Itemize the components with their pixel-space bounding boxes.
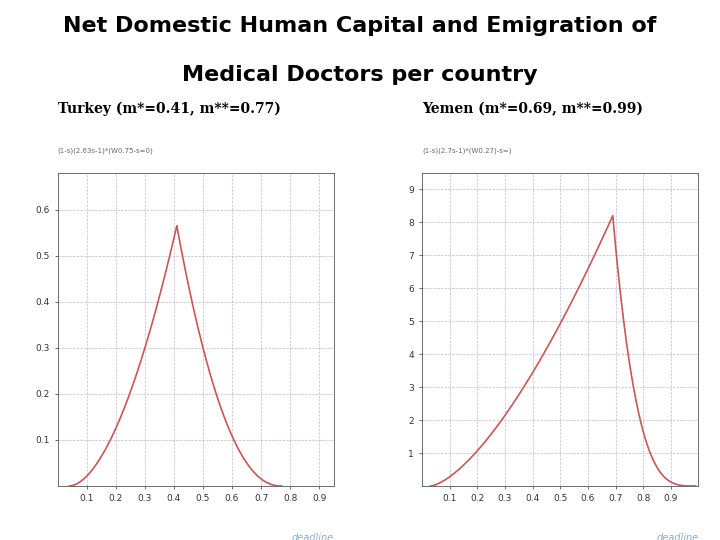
Text: deadline: deadline [656, 533, 698, 540]
Text: Medical Doctors per country: Medical Doctors per country [182, 65, 538, 85]
Text: Net Domestic Human Capital and Emigration of: Net Domestic Human Capital and Emigratio… [63, 16, 657, 36]
Text: (1-s)(2.7s-1)*(W0.27)-s=): (1-s)(2.7s-1)*(W0.27)-s=) [422, 147, 512, 154]
Text: (1-s)(2.63s-1)*(W0.75-s=0): (1-s)(2.63s-1)*(W0.75-s=0) [58, 147, 153, 154]
Text: Yemen (m*=0.69, m**=0.99): Yemen (m*=0.69, m**=0.99) [422, 102, 643, 117]
Text: deadline: deadline [292, 533, 334, 540]
Text: Turkey (m*=0.41, m**=0.77): Turkey (m*=0.41, m**=0.77) [58, 102, 281, 117]
